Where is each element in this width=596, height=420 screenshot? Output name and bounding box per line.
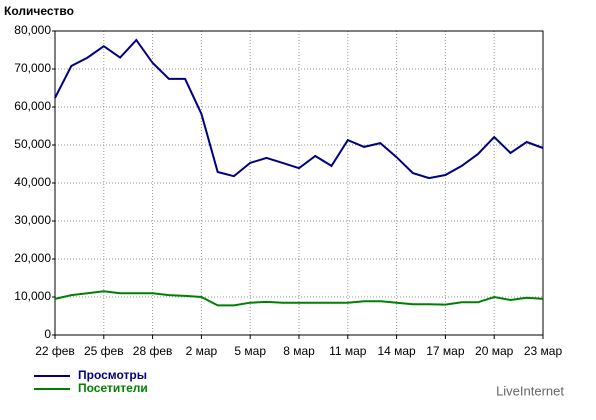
x-tick-label: 28 фев: [133, 344, 173, 358]
chart-title: Количество: [4, 4, 74, 18]
y-tick-label: 40,000: [14, 175, 51, 189]
x-tick-label: 2 мар: [186, 344, 218, 358]
y-tick-label: 50,000: [14, 137, 51, 151]
y-tick-label: 70,000: [14, 61, 51, 75]
x-tick-label: 25 фев: [84, 344, 124, 358]
y-tick-label: 20,000: [14, 251, 51, 265]
y-tick-label: 10,000: [14, 289, 51, 303]
x-tick-label: 14 мар: [377, 344, 416, 358]
series-line: [54, 38, 544, 180]
x-tick-label: 17 мар: [426, 344, 465, 358]
x-tick-label: 5 мар: [234, 344, 266, 358]
legend-label: Посетители: [78, 381, 148, 395]
plot-frame: [54, 30, 544, 336]
y-tick-label: 30,000: [14, 213, 51, 227]
x-tick-label: 11 мар: [329, 344, 367, 358]
x-tick-label: 8 мар: [283, 344, 315, 358]
brand: LiveInternet: [496, 383, 564, 398]
y-tick-label: 80,000: [14, 23, 51, 37]
series-line: [54, 290, 544, 307]
y-tick-label: 0: [44, 327, 51, 341]
y-tick-label: 60,000: [14, 99, 51, 113]
legend-label: Просмотры: [78, 368, 147, 382]
x-tick-label: 23 мар: [524, 344, 563, 358]
x-tick-label: 20 мар: [475, 344, 514, 358]
x-tick-label: 22 фев: [35, 344, 75, 358]
